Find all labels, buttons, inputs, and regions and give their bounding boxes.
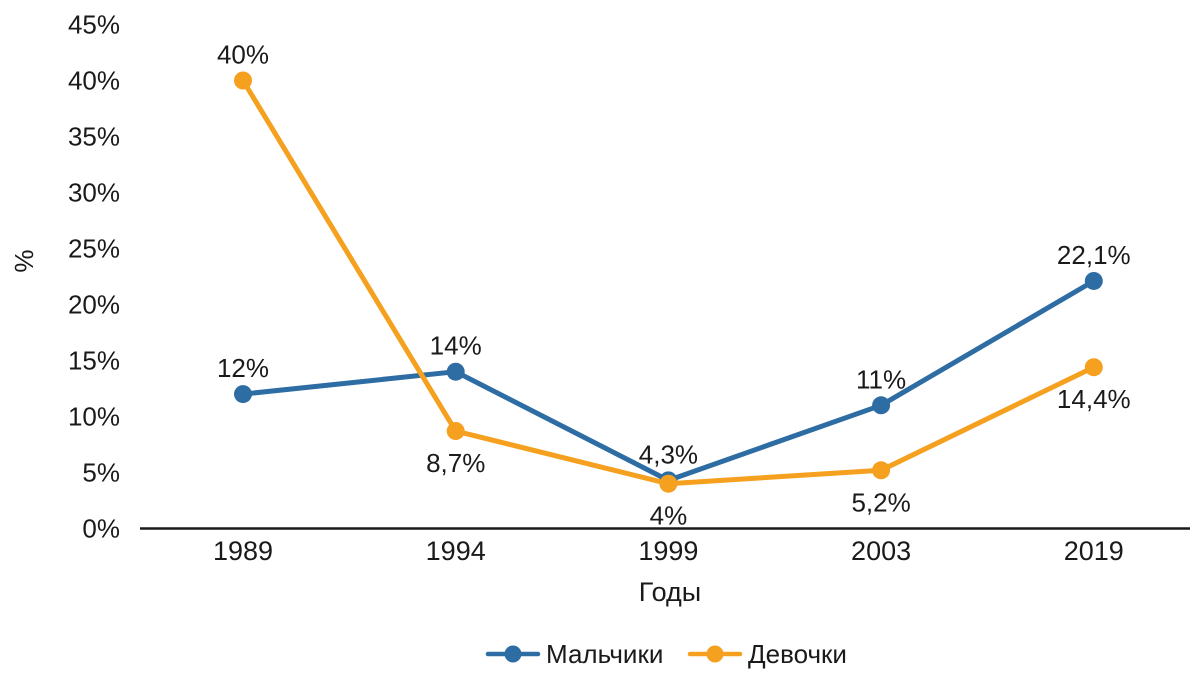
y-axis-tick-label: 0%: [82, 514, 120, 544]
boys-data-point-marker: [234, 385, 252, 404]
legend: Мальчики Девочки: [485, 639, 847, 669]
x-axis-tick-label: 2019: [1064, 536, 1124, 566]
y-axis-title: %: [9, 249, 39, 272]
girls-data-point-label: 4%: [650, 501, 688, 531]
y-axis-tick-label: 30%: [68, 178, 120, 208]
girls-data-point-label: 40%: [217, 40, 269, 70]
boys-data-point-label: 14%: [430, 331, 482, 361]
y-axis-tick-label: 40%: [68, 66, 120, 96]
girls-data-point-marker: [234, 71, 252, 90]
boys-data-point-label: 11%: [856, 364, 906, 394]
girls-data-point-label: 5,2%: [851, 487, 910, 517]
boys-legend-label: Мальчики: [546, 639, 663, 669]
boys-legend-marker-icon: [504, 645, 522, 663]
girls-legend-marker-icon: [706, 645, 724, 663]
y-axis-tick-label: 20%: [68, 290, 120, 320]
girls-data-point-marker: [1084, 358, 1103, 377]
x-axis-tick-label: 1999: [638, 536, 698, 566]
x-axis-tick-label: 2003: [851, 536, 911, 566]
boys-data-point-label: 22,1%: [1057, 240, 1131, 270]
x-axis-title: Годы: [639, 577, 701, 607]
y-axis-tick-label: 15%: [68, 346, 120, 376]
girls-data-point-marker: [872, 461, 891, 480]
girls-series-line: [240, 78, 1097, 487]
y-axis-tick-label: 25%: [68, 234, 120, 264]
boys-data-point-label: 12%: [217, 353, 269, 383]
y-axis-tick-label: 10%: [68, 402, 120, 432]
y-axis-tick-label: 45%: [68, 10, 120, 40]
girls-data-point-label: 8,7%: [426, 448, 485, 478]
girls-data-point-marker: [446, 422, 465, 441]
x-axis-tick-label: 1989: [213, 536, 273, 566]
boys-data-point-label: 4,3%: [639, 439, 698, 469]
x-axis-tick-label: 1994: [426, 536, 486, 566]
y-axis-tick-label: 35%: [68, 122, 120, 152]
girls-data-point-marker: [659, 474, 678, 493]
girls-data-point-label: 14,4%: [1057, 384, 1131, 414]
boys-data-point-marker: [872, 396, 891, 415]
y-axis-tick-label: 5%: [82, 458, 120, 488]
girls-legend-label: Девочки: [748, 639, 847, 669]
boys-data-point-marker: [446, 362, 465, 381]
boys-data-point-marker: [1084, 271, 1103, 290]
